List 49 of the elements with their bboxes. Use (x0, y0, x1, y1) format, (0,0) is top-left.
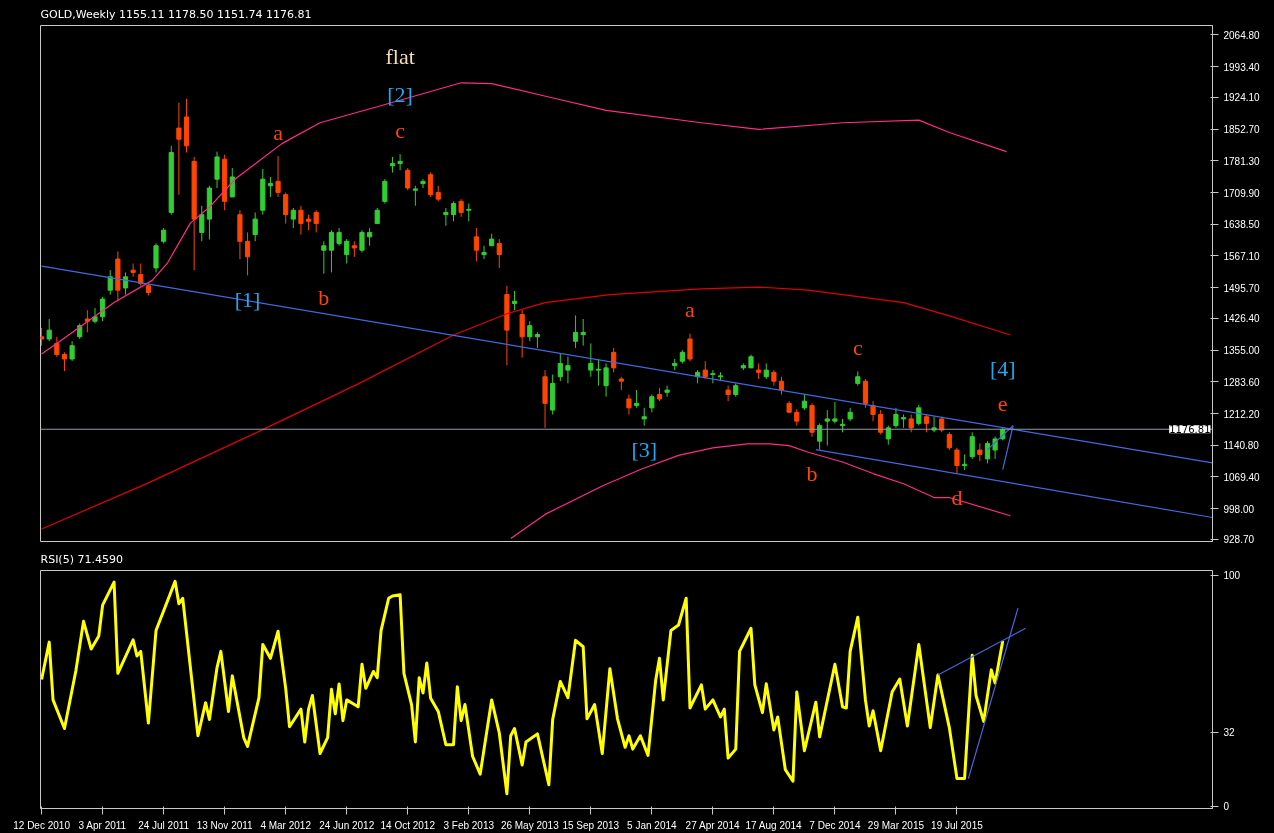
annotation: a (685, 297, 696, 323)
y-tick-label: 1709.90 (1223, 187, 1261, 199)
x-tick-label: 3 Feb 2013 (443, 819, 495, 831)
y-tick-label: 2064.80 (1223, 29, 1261, 41)
y-tick-label: 1924.10 (1223, 92, 1261, 104)
y-tick-label: 0 (1223, 801, 1230, 813)
x-tick-label: 4 Mar 2012 (260, 819, 312, 831)
y-tick-label: 32 (1223, 727, 1236, 739)
x-tick-label: 27 Apr 2014 (685, 819, 740, 831)
annotation: c (395, 117, 406, 143)
x-tick-label: 3 Apr 2011 (78, 819, 127, 831)
y-tick-label: 1426.40 (1223, 313, 1261, 325)
x-tick-label: 14 Oct 2012 (380, 819, 436, 831)
x-tick-label: 7 Dec 2014 (809, 819, 861, 831)
y-tick-label: 1283.60 (1223, 376, 1261, 388)
chart-title: RSI(5) 71.4590 (40, 552, 123, 566)
annotation: c (852, 334, 863, 360)
y-tick-label: 928.70 (1223, 534, 1255, 546)
x-tick-label: 13 Nov 2011 (196, 819, 254, 831)
annotation: b (806, 461, 818, 487)
annotation: flat (385, 43, 415, 69)
y-tick-label: 1993.40 (1223, 61, 1261, 73)
y-tick-label: 998.00 (1223, 503, 1255, 515)
annotation: [4] (989, 355, 1016, 381)
y-tick-label: 1567.10 (1223, 250, 1261, 262)
x-tick-label: 24 Jun 2012 (319, 819, 375, 831)
x-tick-label: 24 Jul 2011 (138, 819, 190, 831)
y-tick-label: 1140.80 (1223, 440, 1260, 452)
chart-title: GOLD,Weekly 1155.11 1178.50 1151.74 1176.81 (40, 7, 312, 21)
y-tick-label: 1212.20 (1223, 408, 1261, 420)
x-tick-label: 26 May 2013 (500, 819, 560, 831)
annotation: [3] (631, 437, 658, 463)
x-tick-label: 12 Dec 2010 (13, 819, 71, 831)
x-tick-label: 5 Jan 2014 (627, 819, 678, 831)
annotation: e (997, 391, 1008, 417)
y-tick-label: 1852.70 (1223, 124, 1261, 136)
x-tick-label: 29 Mar 2015 (867, 819, 925, 831)
y-tick-label: 1069.40 (1223, 471, 1261, 483)
annotation: a (273, 119, 284, 145)
y-tick-label: 1781.30 (1223, 155, 1261, 167)
ref-line-label: 1176.81 (1169, 424, 1211, 436)
x-tick-label: 15 Sep 2013 (562, 819, 620, 831)
y-tick-label: 1638.50 (1223, 219, 1261, 231)
y-tick-label: 1355.00 (1223, 345, 1261, 357)
annotation: b (318, 285, 330, 311)
y-tick-label: 100 (1223, 570, 1241, 582)
x-tick-label: 19 Jul 2015 (931, 819, 984, 831)
y-tick-label: 1495.70 (1223, 282, 1261, 294)
x-tick-label: 17 Aug 2014 (745, 819, 803, 831)
